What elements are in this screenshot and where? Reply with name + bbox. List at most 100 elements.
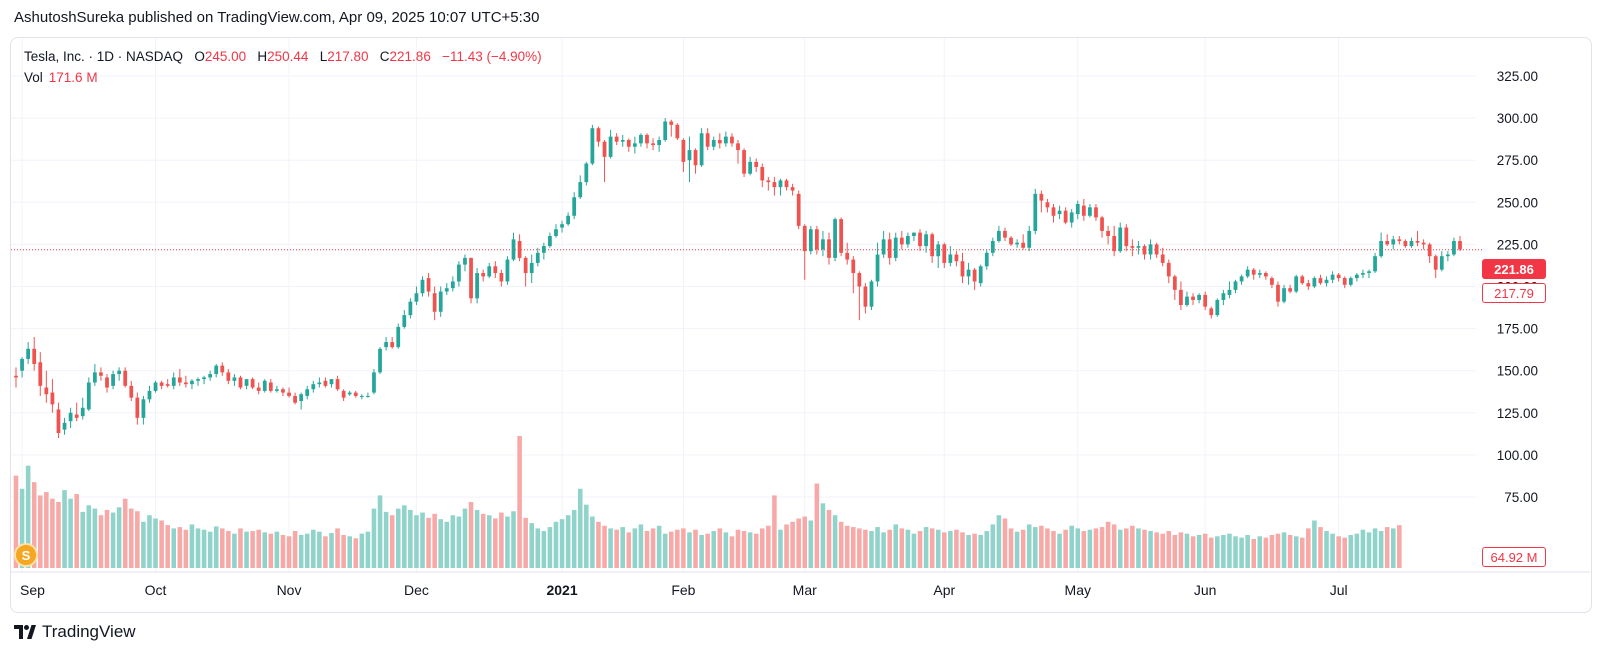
candle-body [827, 239, 831, 258]
candle-body [196, 379, 200, 381]
volume-bar [820, 503, 826, 568]
candle-body [262, 380, 267, 391]
volume-bar [632, 528, 638, 568]
volume-bar [444, 521, 450, 568]
volume-bar [1208, 537, 1214, 568]
candle-body [1385, 241, 1390, 245]
candle-body [960, 261, 965, 277]
volume-bar [935, 529, 941, 568]
volume-bar [1190, 536, 1196, 568]
volume-label[interactable]: Vol [24, 70, 43, 85]
candle-body [754, 161, 759, 167]
candle-body [808, 229, 813, 252]
volume-bar [796, 518, 801, 568]
candle-body [802, 225, 807, 252]
candle-body [990, 241, 995, 253]
volume-bar [1384, 527, 1390, 568]
tradingview-footer[interactable]: TradingView [14, 622, 136, 642]
candle-body [1191, 296, 1195, 300]
volume-bar [529, 523, 534, 568]
candle-body [1112, 235, 1117, 252]
volume-bar [395, 508, 401, 568]
volume-bar [414, 515, 419, 568]
candle-body [857, 273, 862, 287]
volume-bar [990, 524, 996, 568]
volume-bar [1105, 521, 1111, 568]
volume-bar [1057, 533, 1062, 568]
volume-bar [1336, 536, 1341, 568]
candle-body [845, 252, 850, 260]
candle-body [1033, 193, 1038, 231]
volume-bar [141, 521, 146, 568]
volume-bar [778, 529, 783, 568]
candle-body [1415, 241, 1420, 243]
candle-body [1306, 283, 1311, 287]
candle-body [50, 392, 55, 405]
volume-bar [656, 525, 662, 568]
candle-body [20, 358, 24, 371]
volume-bar [280, 535, 286, 568]
candle-body [1203, 294, 1208, 307]
volume-bar [250, 531, 255, 568]
candle-body [954, 254, 959, 262]
candle-body [742, 150, 746, 174]
volume-bar [1014, 531, 1020, 568]
close-value: 221.86 [389, 49, 431, 64]
volume-bar [1069, 525, 1074, 568]
candle-body [736, 143, 740, 151]
high-label: H [257, 49, 268, 64]
low-label: L [319, 49, 328, 64]
candle-body [1330, 274, 1335, 280]
volume-bar [1117, 529, 1123, 568]
volume-bar [923, 527, 929, 568]
volume-bar [37, 495, 43, 568]
candle-body [317, 382, 322, 385]
candle-body [311, 384, 316, 390]
volume-bar [1075, 528, 1081, 568]
candle-body [359, 395, 364, 397]
candle-body [578, 182, 583, 198]
candle-body [62, 422, 67, 430]
candle-body [32, 348, 37, 364]
open-value: 245.00 [204, 49, 247, 64]
volume-bar [857, 528, 862, 568]
volume-bar [602, 525, 607, 568]
volume-bar [486, 515, 492, 568]
volume-bar [195, 528, 201, 568]
tradingview-logo-icon [14, 625, 36, 639]
candle-body [190, 380, 194, 385]
candle-body [1039, 193, 1044, 201]
y-tick-label: 300.00 [1497, 111, 1538, 126]
symbol-title[interactable]: Tesla, Inc. · 1D · NASDAQ [24, 49, 184, 64]
candle-body [936, 244, 941, 257]
volume-bar [335, 528, 340, 568]
candle-body [548, 235, 552, 247]
candle-body [384, 342, 388, 348]
volume-bar [1397, 525, 1402, 568]
volume-bar [1148, 531, 1153, 568]
volume-bar [523, 517, 528, 568]
volume-bar [104, 509, 110, 568]
candle-body [1427, 244, 1432, 257]
prev-price-badge: 217.79 [1482, 283, 1546, 303]
volume-bar [1257, 536, 1263, 568]
volume-bar [341, 535, 346, 568]
candle-body [1142, 246, 1147, 255]
candle-body [475, 273, 479, 299]
volume-bar [226, 531, 231, 568]
axis-layer: 75.00100.00125.00150.00175.00200.00225.0… [11, 69, 1590, 598]
candle-body [86, 382, 91, 410]
volume-bar [596, 521, 601, 568]
source-s-icon[interactable]: S [14, 543, 38, 567]
candle-body [1251, 269, 1256, 275]
x-tick-label: Jun [1194, 582, 1217, 598]
candle-body [402, 315, 407, 327]
volume-bar [717, 528, 723, 568]
candle-body [469, 257, 473, 299]
volume-bar [668, 531, 674, 568]
candle-body [1118, 227, 1123, 252]
candle-body [1245, 269, 1250, 277]
y-tick-label: 325.00 [1497, 69, 1538, 84]
candle-body [1403, 241, 1408, 247]
